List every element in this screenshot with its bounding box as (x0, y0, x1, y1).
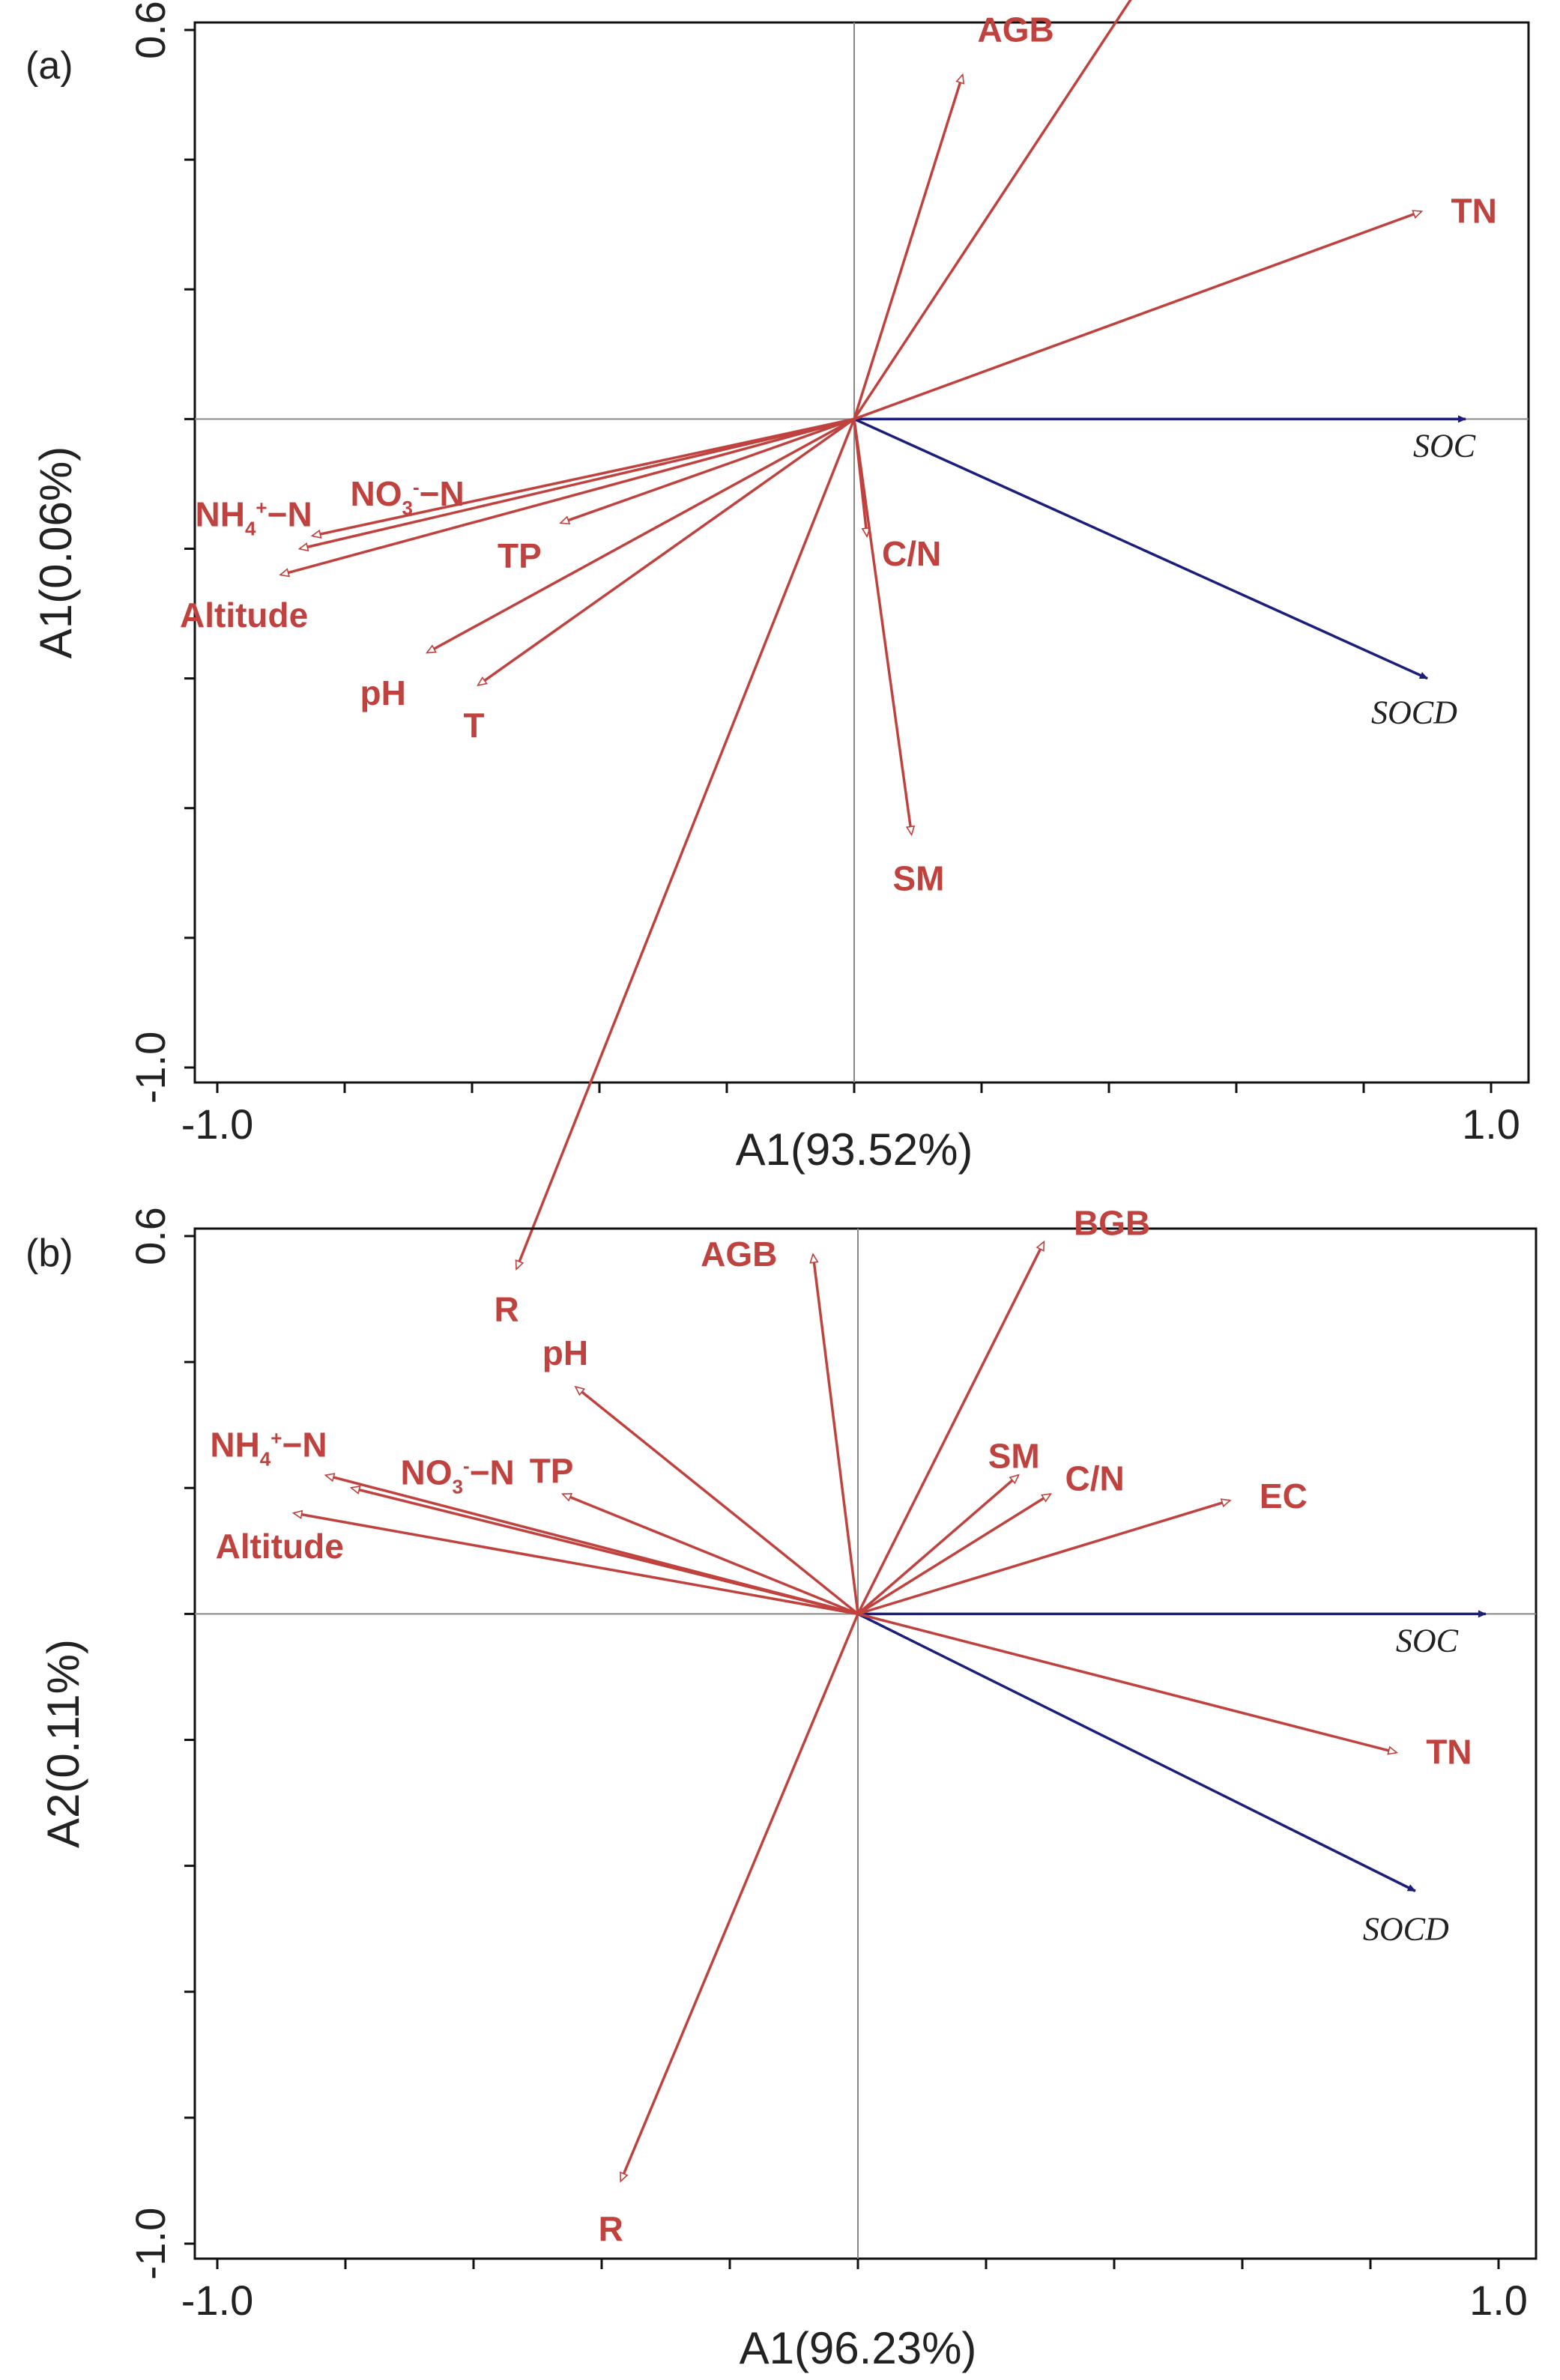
y-tick-label-min: -1.0 (127, 1032, 174, 1104)
y-tick-label-min: -1.0 (127, 2208, 174, 2280)
vector-label-nh4plus-n: NH4+−N (196, 495, 312, 540)
env-vector-tp (560, 1492, 859, 1615)
plot-frame (193, 1227, 1538, 2260)
env-vector-tp (559, 417, 855, 525)
vector-label-sm: SM (988, 1436, 1040, 1475)
vector-label-agb: AGB (978, 10, 1054, 49)
panel-label: (a) (25, 44, 73, 88)
y-tick-label-max: 0.6 (127, 1, 174, 59)
x-tick-label-max: 1.0 (1469, 2277, 1528, 2324)
vector-label-altitude: Altitude (180, 596, 308, 635)
env-vector-altitude (279, 417, 855, 578)
env-vector-tn (857, 1612, 1399, 1755)
vector-label-nh4plus-n: NH4+−N (210, 1425, 327, 1470)
vector-label-soc: SOC (1413, 427, 1476, 464)
vector-label-socd: SOCD (1371, 694, 1457, 731)
vector-label-agb: AGB (701, 1235, 777, 1274)
x-tick-label-min: -1.0 (181, 1100, 254, 1148)
env-vector-t (477, 417, 856, 686)
env-vector-bgb (856, 1240, 1045, 1615)
env-vector-no3-n (310, 417, 855, 539)
env-vector-nh4plus-n (297, 417, 855, 552)
x-axis-title: A1(93.52%) (736, 1124, 973, 1175)
vector-label-tn: TN (1451, 191, 1497, 230)
env-vector-c-n (857, 1493, 1052, 1615)
panel-a: -1.0 1.0 0.6 -1.0 A1(93.52%) A1(0.06%) (a) SOC S… (25, 0, 1530, 1328)
vector-label-tp: TP (498, 536, 542, 575)
env-vector-bgb (853, 0, 1132, 420)
env-vector-agb (853, 73, 965, 420)
vector-label-r: R (599, 2209, 623, 2248)
panel-label: (b) (25, 1232, 73, 1275)
x-tick-label-min: -1.0 (181, 2277, 254, 2324)
vector-label-tn: TN (1426, 1732, 1472, 1771)
y-axis-title: A1(0.06%) (31, 446, 81, 658)
env-vector-agb (809, 1253, 859, 1614)
vector-label-bgb: BGB (1074, 1203, 1150, 1242)
env-vector-ph (574, 1385, 859, 1615)
plot-frame (193, 21, 1530, 1084)
vector-label-tp: TP (530, 1452, 574, 1491)
vector-label-no3-n: NO3-−N (351, 474, 465, 519)
y-tick-label-max: 0.6 (127, 1207, 174, 1265)
env-vector-sm (853, 419, 916, 837)
x-axis-title: A1(96.23%) (740, 2323, 977, 2373)
vector-label-altitude: Altitude (216, 1527, 344, 1566)
vector-label-ec: EC (1260, 1477, 1307, 1515)
vector-label-socd: SOCD (1363, 1910, 1449, 1947)
y-axis-title: A2(0.11%) (38, 1639, 88, 1848)
vector-label-c-n: C/N (882, 534, 941, 573)
response-vector-socd (853, 417, 1428, 680)
vector-label-soc: SOC (1396, 1622, 1459, 1659)
env-vector-tn (853, 210, 1424, 421)
x-tick-label-max: 1.0 (1462, 1100, 1520, 1148)
vector-label-c-n: C/N (1065, 1459, 1125, 1498)
vector-label-r: R (495, 1289, 519, 1328)
vector-label-sm: SM (893, 859, 945, 897)
env-vector-sm (856, 1474, 1020, 1615)
vector-label-ph: pH (542, 1333, 588, 1372)
vector-label-no3-n: NO3-−N (401, 1453, 515, 1498)
env-vector-no3-n (349, 1485, 859, 1616)
env-vector-r (620, 1613, 859, 2183)
env-vector-ec (857, 1498, 1232, 1616)
vector-label-ph: pH (360, 673, 406, 712)
env-vector-r (515, 418, 856, 1271)
env-vector-ph (425, 417, 855, 654)
response-vector-socd (857, 1612, 1416, 1892)
vector-label-t: T (464, 706, 485, 745)
env-vector-altitude (291, 1510, 859, 1616)
panel-b: -1.0 1.0 0.6 -1.0 A1(96.23%) A2(0.11%) (b) SOC S… (25, 1203, 1538, 2373)
